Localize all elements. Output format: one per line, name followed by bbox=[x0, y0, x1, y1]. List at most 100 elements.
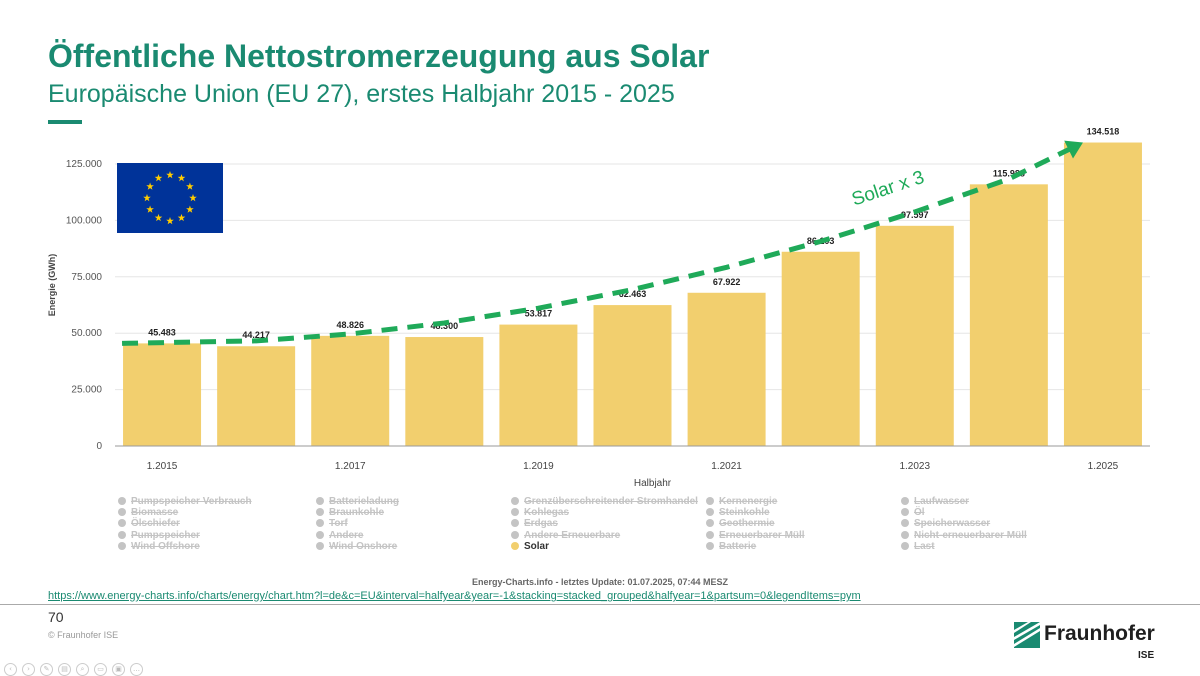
legend-item[interactable]: Pumpspeicher Verbrauch bbox=[118, 496, 252, 507]
more-options-icon[interactable]: … bbox=[130, 663, 143, 676]
legend-item[interactable]: Steinkohle bbox=[706, 507, 770, 518]
slide-title: Öffentliche Nettostromerzeugung aus Sola… bbox=[48, 38, 710, 74]
chart-credit: Energy-Charts.info - letztes Update: 01.… bbox=[471, 577, 729, 587]
legend-item[interactable]: Andere bbox=[316, 530, 363, 541]
eu-flag-star bbox=[177, 213, 186, 222]
legend-item-label: Torf bbox=[329, 518, 348, 530]
legend-item-label: Speicherwasser bbox=[914, 518, 991, 530]
x-tick-label: 1.2019 bbox=[523, 461, 554, 472]
bars bbox=[123, 142, 1142, 447]
legend-item-label: Steinkohle bbox=[719, 507, 770, 519]
bar bbox=[687, 292, 766, 446]
legend-dot-icon bbox=[706, 541, 714, 550]
legend-item[interactable]: Grenzüberschreitender Stromhandel bbox=[511, 496, 698, 507]
legend-item-label: Nicht-erneuerbarer Müll bbox=[914, 529, 1027, 541]
legend-item[interactable]: Nicht-erneuerbarer Müll bbox=[901, 530, 1027, 541]
legend-item[interactable]: Torf bbox=[316, 518, 348, 529]
source-link[interactable]: https://www.energy-charts.info/charts/en… bbox=[48, 590, 861, 602]
legend-dot-icon bbox=[511, 508, 519, 517]
eu-flag-star bbox=[154, 174, 163, 182]
legend-item[interactable]: Kohlegas bbox=[511, 507, 569, 518]
legend-item-label: Wind Offshore bbox=[131, 540, 200, 552]
legend-item-label: Erneuerbarer Müll bbox=[719, 529, 805, 541]
y-tick-label: 25.000 bbox=[71, 385, 102, 396]
legend-item-label: Erdgas bbox=[524, 518, 558, 530]
legend-dot-icon bbox=[316, 530, 324, 539]
legend-item[interactable]: Wind Offshore bbox=[118, 541, 200, 552]
legend-item[interactable]: Kernenergie bbox=[706, 496, 777, 507]
chart-legend: Pumpspeicher Verbrauch Biomasse Ölschiefer… bbox=[118, 496, 1118, 556]
view-icon[interactable]: ▣ bbox=[112, 663, 125, 676]
x-tick-label: 1.2017 bbox=[335, 461, 366, 472]
legend-item[interactable]: Pumpspeicher bbox=[118, 530, 200, 541]
bar-value-label: 115.988 bbox=[993, 168, 1025, 178]
bar-value-label: 53.817 bbox=[525, 309, 553, 319]
bar-value-label: 67.922 bbox=[713, 277, 741, 287]
eu-flag-star bbox=[146, 205, 154, 213]
legend-item-label: Ölschiefer bbox=[131, 518, 180, 530]
legend-item-label: Batterie bbox=[719, 540, 757, 552]
bar-value-label: 97.597 bbox=[901, 210, 929, 220]
eu-flag-star bbox=[146, 182, 154, 190]
legend-dot-icon bbox=[706, 530, 714, 539]
legend-item-label: Andere bbox=[329, 529, 364, 541]
pen-icon[interactable]: ✎ bbox=[40, 663, 53, 676]
legend-dot-icon bbox=[511, 497, 519, 505]
title-accent-bar bbox=[48, 120, 82, 124]
legend-item-label: Batterieladung bbox=[329, 496, 400, 507]
legend-item[interactable]: Erneuerbarer Müll bbox=[706, 530, 805, 541]
legend-item[interactable]: Braunkohle bbox=[316, 507, 384, 518]
eu-flag-star bbox=[166, 171, 174, 179]
legend-dot-icon bbox=[511, 519, 519, 528]
legend-dot-icon bbox=[316, 508, 324, 517]
legend-item[interactable]: Ölschiefer bbox=[118, 518, 180, 529]
solar-bar-chart: 45.483 44.217 48.826 48.300 53.817 62.463 67.9… bbox=[47, 127, 1150, 489]
x-axis-title: Halbjahr bbox=[634, 478, 672, 489]
copyright: © Fraunhofer ISE bbox=[48, 630, 119, 640]
legend-dot-icon bbox=[511, 541, 519, 550]
eu-flag-star bbox=[189, 194, 197, 202]
legend-item[interactable]: Speicherwasser bbox=[901, 518, 990, 529]
bar-value-label: 48.300 bbox=[431, 321, 459, 331]
legend-dot-icon bbox=[706, 497, 714, 505]
legend-dot-icon bbox=[316, 519, 324, 528]
legend-item[interactable]: Öl bbox=[901, 507, 925, 518]
legend-item[interactable]: Geothermie bbox=[706, 518, 775, 529]
eu-flag-star bbox=[143, 194, 151, 202]
eu-flag-star bbox=[186, 205, 194, 213]
legend-item[interactable]: Biomasse bbox=[118, 507, 178, 518]
eu-flag-star bbox=[177, 174, 186, 182]
subtitles-icon[interactable]: ▭ bbox=[94, 663, 107, 676]
prev-slide-icon[interactable]: ‹ bbox=[4, 663, 17, 676]
legend-dot-icon bbox=[901, 530, 909, 539]
legend-item-label: Geothermie bbox=[719, 518, 775, 530]
legend-item[interactable]: Andere Erneuerbare bbox=[511, 530, 620, 541]
legend-item[interactable]: Batterieladung bbox=[316, 496, 399, 507]
slide-controls: ‹ › ✎ ▤ ⌕ ▭ ▣ … bbox=[4, 658, 148, 676]
trend-annotation: Solar x 3 bbox=[849, 167, 927, 211]
bar-value-label: 48.826 bbox=[336, 320, 364, 330]
legend-item[interactable]: Batterie bbox=[706, 541, 756, 552]
legend-item-label: Grenzüberschreitender Stromhandel bbox=[524, 496, 698, 507]
bar-value-label: 45.483 bbox=[148, 327, 176, 337]
legend-dot-icon bbox=[118, 497, 126, 505]
zoom-icon[interactable]: ⌕ bbox=[76, 663, 89, 676]
bar-value-label: 62.463 bbox=[619, 289, 647, 299]
legend-item-label: Wind Onshore bbox=[329, 540, 398, 552]
eu-flag-star bbox=[166, 217, 174, 225]
slides-icon[interactable]: ▤ bbox=[58, 663, 71, 676]
logo-sub: ISE bbox=[1138, 650, 1155, 661]
next-slide-icon[interactable]: › bbox=[22, 663, 35, 676]
legend-item-label: Andere Erneuerbare bbox=[524, 529, 621, 541]
legend-item[interactable]: Wind Onshore bbox=[316, 541, 397, 552]
legend-item[interactable]: Laufwasser bbox=[901, 496, 969, 507]
footer-divider bbox=[0, 604, 1200, 605]
legend-item[interactable]: Erdgas bbox=[511, 518, 558, 529]
legend-item[interactable]: Last bbox=[901, 541, 935, 552]
legend-item[interactable]: Solar bbox=[511, 541, 549, 552]
y-tick-label: 50.000 bbox=[71, 328, 102, 339]
y-tick-label: 75.000 bbox=[71, 272, 102, 283]
legend-dot-icon bbox=[901, 497, 909, 505]
eu-flag-star bbox=[154, 213, 163, 222]
eu-flag-star bbox=[186, 182, 194, 190]
